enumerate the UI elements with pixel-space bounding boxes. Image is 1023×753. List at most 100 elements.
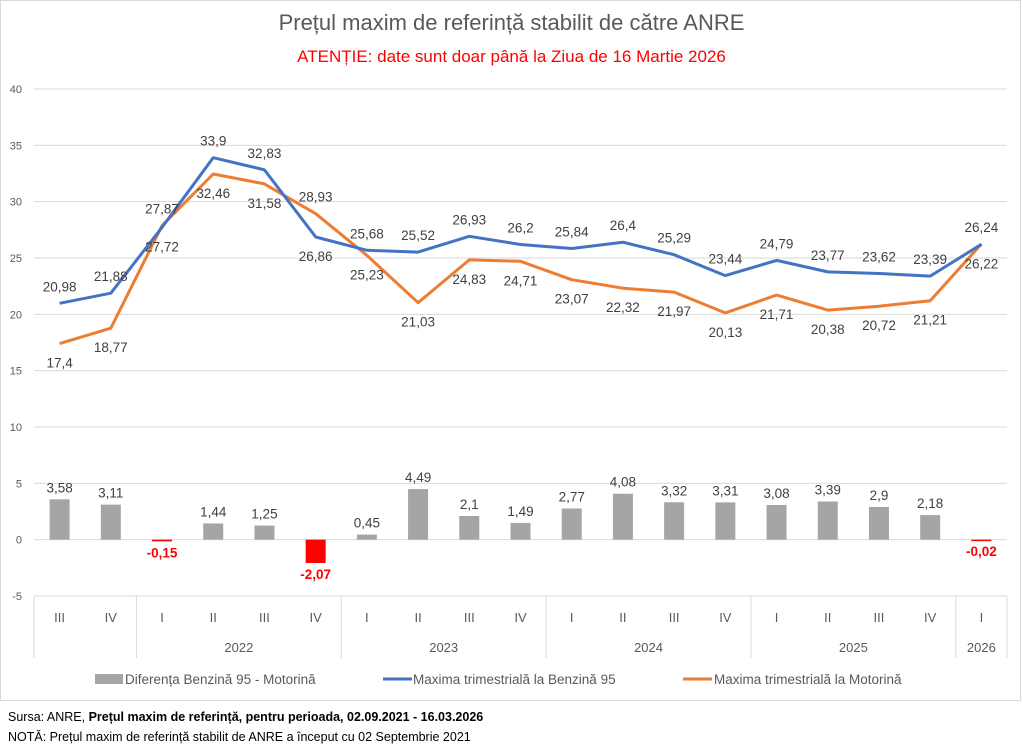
bar: [305, 539, 326, 563]
benzina-value-label: 23,44: [708, 252, 742, 267]
bar: [459, 516, 480, 540]
bar: [254, 525, 275, 540]
motorina-value-label: 28,93: [299, 190, 333, 205]
benzina-value-label: 26,22: [964, 256, 998, 271]
benzina-value-label: 25,84: [555, 225, 589, 240]
y-tick-label: 5: [16, 478, 22, 490]
legend-swatch-bar: [95, 674, 123, 684]
year-label: 2025: [839, 640, 868, 655]
y-axis-ticks: -5 0 5 10 15 20 25 30 35 40: [10, 84, 22, 603]
benzina-value-label: 32,83: [248, 146, 282, 161]
quarter-label: I: [570, 610, 574, 625]
quarter-label: III: [874, 610, 885, 625]
bar-value-label: 1,49: [507, 504, 533, 519]
footer-source: Sursa: ANRE, Prețul maxim de referință, …: [8, 710, 483, 724]
bar-value-label: 0,45: [354, 516, 380, 531]
y-tick-label: -5: [12, 591, 22, 603]
quarter-label: IV: [514, 610, 527, 625]
bar-value-label: 3,11: [98, 486, 123, 501]
year-label: 2026: [967, 640, 996, 655]
bar: [510, 522, 531, 540]
bar-value-label: 3,31: [712, 483, 738, 498]
motorina-value-label: 17,4: [46, 356, 73, 371]
quarter-label: I: [775, 610, 779, 625]
motorina-value-label: 23,07: [555, 292, 589, 307]
motorina-value-label: 24,83: [452, 272, 486, 287]
bar-value-label: 3,39: [815, 482, 841, 497]
y-tick-label: 35: [10, 140, 22, 152]
benzina-value-label: 23,39: [913, 252, 947, 267]
gridlines: [34, 88, 1007, 597]
benzina-value-label: 26,4: [610, 218, 637, 233]
y-tick-label: 30: [10, 197, 22, 209]
benzina-value-label: 25,68: [350, 226, 384, 241]
motorina-value-label: 31,58: [248, 196, 282, 211]
bar-value-label: -0,02: [966, 544, 997, 559]
y-tick-label: 25: [10, 253, 22, 265]
motorina-value-label: 20,72: [862, 318, 896, 333]
bar-value-label: 4,49: [405, 470, 431, 485]
source-prefix: Sursa: ANRE,: [8, 710, 89, 724]
motorina-value-label: 27,87: [145, 202, 179, 217]
quarter-label: I: [980, 610, 984, 625]
legend-label: Maxima trimestrială la Benzină 95: [413, 672, 616, 687]
benzina-value-label: 26,2: [507, 220, 533, 235]
legend-label: Maxima trimestrială la Motorină: [714, 672, 902, 687]
data-labels: 3,58 3,11 -0,15 1,44 1,25 -2,07 0,45 4,49 2,1 1,4…: [43, 134, 999, 582]
quarter-label: I: [160, 610, 164, 625]
bar: [408, 489, 429, 540]
benzina-value-label: 24,79: [760, 236, 794, 251]
bar: [920, 515, 941, 540]
motorina-value-label: 21,21: [913, 313, 947, 328]
quarter-label: IV: [105, 610, 118, 625]
motorina-value-label: 32,46: [196, 186, 230, 201]
quarter-label: I: [365, 610, 369, 625]
quarter-label: III: [54, 610, 65, 625]
benzina-value-label: 20,98: [43, 279, 77, 294]
benzina-value-label: 23,77: [811, 248, 845, 263]
quarter-label: II: [619, 610, 626, 625]
footer-note: NOTĂ: Prețul maxim de referință stabilit…: [8, 730, 471, 744]
motorina-value-label: 20,38: [811, 322, 845, 337]
quarter-label: IV: [310, 610, 323, 625]
bar-value-label: 2,9: [870, 488, 889, 503]
benzina-value-label: 33,9: [200, 134, 226, 149]
bar-value-label: 1,44: [200, 504, 227, 519]
bar-value-label: 3,08: [763, 486, 789, 501]
bar: [203, 523, 224, 540]
bar-value-label: 3,58: [46, 480, 72, 495]
quarter-label: III: [669, 610, 680, 625]
bar: [356, 534, 377, 540]
y-tick-label: 15: [10, 366, 22, 378]
bar-value-label: -0,15: [147, 545, 178, 560]
quarter-label: IV: [719, 610, 732, 625]
bar: [664, 502, 685, 540]
quarter-label: II: [414, 610, 421, 625]
motorina-value-label: 21,71: [760, 307, 794, 322]
bar: [612, 493, 633, 540]
benzina-value-label: 26,86: [299, 249, 333, 264]
year-label: 2022: [224, 640, 253, 655]
y-tick-label: 20: [10, 309, 22, 321]
bar: [100, 504, 121, 540]
year-label: 2024: [634, 640, 663, 655]
source-title: Prețul maxim de referință, pentru perioa…: [88, 710, 484, 724]
bar-value-label: -2,07: [300, 567, 331, 582]
bar-value-label: 2,18: [917, 496, 943, 511]
bar-value-label: 1,25: [251, 507, 277, 522]
series-line: [59, 156, 983, 305]
motorina-value-label: 24,71: [504, 273, 538, 288]
quarter-label: II: [210, 610, 217, 625]
bar-value-label: 2,77: [559, 489, 585, 504]
benzina-value-label: 26,93: [452, 212, 486, 227]
bar-series: [49, 489, 992, 563]
bar: [715, 502, 736, 540]
bar: [49, 499, 70, 540]
legend: Diferența Benzină 95 - Motorină Maxima tr…: [95, 672, 902, 687]
motorina-value-label: 18,77: [94, 340, 128, 355]
bar: [868, 506, 889, 540]
legend-label: Diferența Benzină 95 - Motorină: [125, 672, 316, 687]
motorina-value-label: 22,32: [606, 300, 640, 315]
quarter-label: III: [259, 610, 270, 625]
